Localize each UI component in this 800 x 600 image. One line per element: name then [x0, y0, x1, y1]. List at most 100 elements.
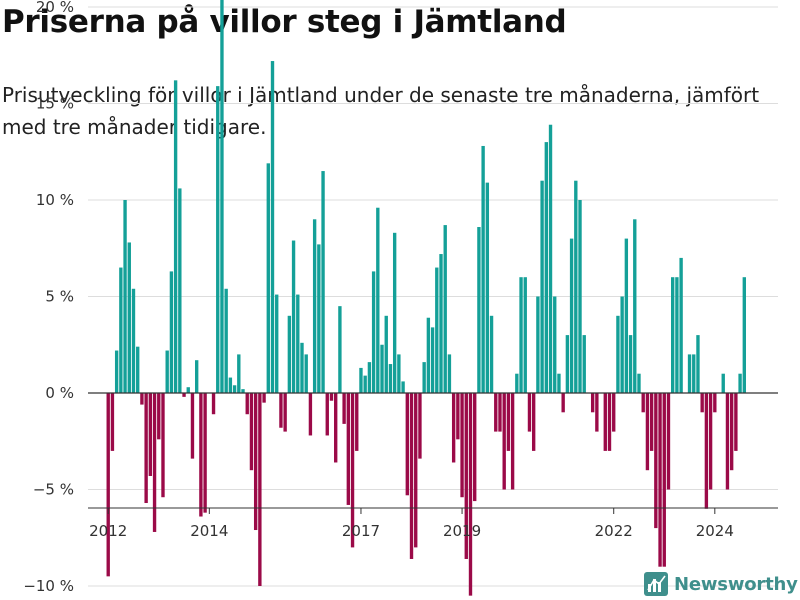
- newsworthy-logo-icon: [644, 572, 668, 596]
- bar: [346, 393, 351, 505]
- bar: [161, 393, 165, 498]
- bar: [540, 180, 544, 393]
- bar: [317, 244, 321, 393]
- bar: [658, 393, 662, 567]
- bar: [342, 393, 346, 424]
- bar: [241, 389, 245, 393]
- bar: [679, 257, 683, 393]
- bar: [628, 335, 633, 393]
- bar: [439, 254, 443, 393]
- bar: [388, 364, 393, 393]
- bar: [489, 315, 494, 393]
- bar: [300, 342, 304, 393]
- bar: [237, 354, 241, 393]
- bar: [641, 393, 645, 413]
- bar: [590, 393, 595, 413]
- bar: [376, 207, 380, 393]
- bar: [131, 288, 136, 393]
- bar: [224, 288, 228, 393]
- y-tick-label: −10 %: [23, 577, 74, 595]
- bar: [675, 277, 679, 393]
- bar: [637, 373, 641, 393]
- annotations: 6 %: [771, 0, 800, 4]
- bar: [384, 315, 388, 393]
- bar: [401, 381, 405, 393]
- bar: [123, 200, 127, 393]
- bar: [430, 327, 435, 393]
- bar: [334, 393, 338, 463]
- bar: [291, 240, 296, 393]
- bar: [114, 350, 119, 393]
- bar: [287, 315, 292, 393]
- bar: [186, 387, 190, 393]
- bar: [531, 393, 536, 451]
- bar: [502, 393, 506, 490]
- bars: [106, 0, 746, 596]
- bar: [296, 294, 300, 393]
- bar: [742, 277, 746, 393]
- bar: [169, 271, 174, 393]
- bar: [544, 142, 548, 393]
- bar: [734, 393, 738, 451]
- bar: [468, 393, 473, 596]
- x-axis-ticks: 2012 2014 2017 2019 2022 2024: [89, 508, 734, 540]
- bar: [607, 393, 612, 451]
- bar: [157, 393, 161, 440]
- bar: [152, 393, 157, 532]
- bar: [304, 354, 308, 393]
- chart-title: Priserna på villor steg i Jämtland: [2, 4, 567, 40]
- bar: [451, 393, 456, 463]
- bar: [249, 393, 254, 471]
- bar: [350, 393, 355, 548]
- bar: [473, 393, 477, 502]
- bar: [527, 393, 532, 432]
- bar: [325, 393, 329, 436]
- bar: [485, 182, 490, 393]
- bar: [662, 393, 666, 567]
- bar: [729, 393, 734, 471]
- bar: [195, 360, 199, 393]
- bar: [519, 277, 523, 393]
- bar: [136, 346, 140, 393]
- bar: [506, 393, 511, 451]
- bar: [220, 0, 224, 393]
- bar: [371, 271, 376, 393]
- bar: [110, 393, 115, 451]
- bar: [367, 362, 372, 393]
- bar: [392, 232, 397, 393]
- bar: [258, 393, 262, 586]
- y-tick-label: 15 %: [36, 95, 74, 113]
- bar: [456, 393, 460, 440]
- bar: [565, 335, 570, 393]
- bar: [612, 393, 616, 432]
- bar: [561, 393, 565, 413]
- bar: [106, 393, 110, 577]
- bar: [713, 393, 717, 413]
- bar: [515, 373, 519, 393]
- bar: [329, 393, 334, 401]
- bar: [308, 393, 313, 436]
- bar: [203, 393, 207, 513]
- bar: [275, 294, 279, 393]
- bar: [725, 393, 730, 490]
- bar: [199, 393, 203, 517]
- bar: [738, 373, 742, 393]
- bar: [498, 393, 502, 432]
- bar: [477, 227, 481, 393]
- bar: [279, 393, 283, 428]
- bar: [397, 354, 401, 393]
- bar: [704, 393, 709, 509]
- bar: [671, 277, 675, 393]
- bar: [216, 86, 220, 393]
- bar: [173, 80, 178, 393]
- bar: [422, 362, 426, 393]
- bar: [443, 225, 447, 393]
- newsworthy-logo: Newsworthy: [644, 569, 798, 599]
- bar: [692, 354, 696, 393]
- bar: [645, 393, 650, 471]
- bar: [654, 393, 658, 529]
- x-tick-label: 2019: [443, 522, 481, 540]
- bar: [355, 393, 359, 451]
- bar: [414, 393, 418, 548]
- bar: [165, 350, 169, 393]
